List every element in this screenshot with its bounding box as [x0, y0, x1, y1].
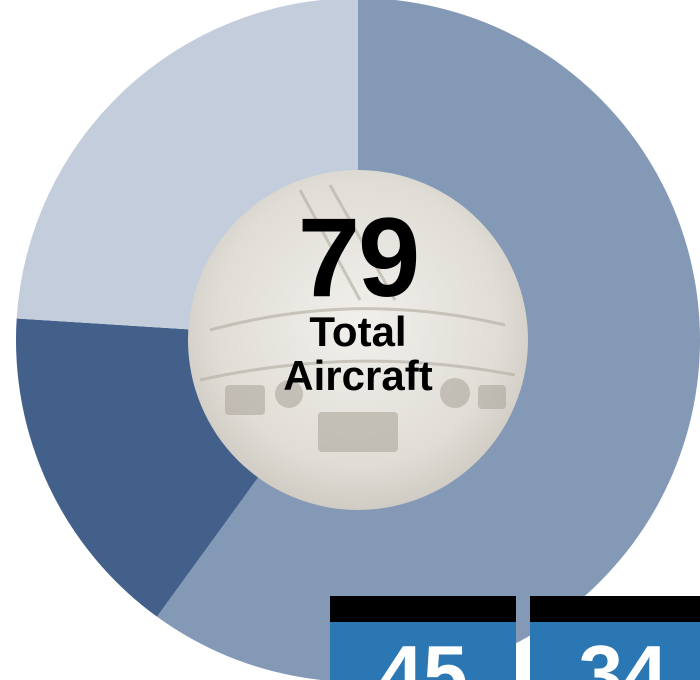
- stat-card-header-bar: [530, 596, 700, 622]
- stat-card-left: 45: [330, 596, 516, 680]
- stat-value-right: 34: [530, 634, 700, 680]
- stat-card-body: 34: [530, 622, 700, 680]
- stat-value-left: 45: [330, 634, 516, 680]
- total-aircraft-value: 79: [190, 206, 526, 310]
- stat-card-body: 45: [330, 622, 516, 680]
- stat-card-header-bar: [330, 596, 516, 622]
- center-total: 79 Total Aircraft: [190, 206, 526, 398]
- stat-card-right: 34: [530, 596, 700, 680]
- total-label-line1: Total: [190, 310, 526, 354]
- total-label-line2: Aircraft: [190, 354, 526, 398]
